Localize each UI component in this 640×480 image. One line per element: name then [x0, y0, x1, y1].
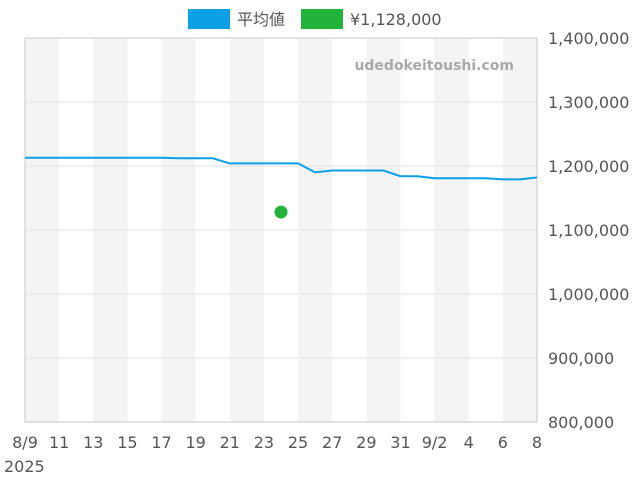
x-tick-label: 23 [254, 433, 274, 452]
y-tick-label: 1,200,000 [548, 157, 629, 176]
x-tick-label: 4 [464, 433, 474, 452]
x-tick-label: 21 [220, 433, 240, 452]
y-tick-label: 1,300,000 [548, 93, 629, 112]
y-tick-label: 1,400,000 [548, 29, 629, 48]
x-tick-label: 27 [322, 433, 342, 452]
x-tick-label: 9/2 [422, 433, 448, 452]
x-tick-label: 29 [356, 433, 376, 452]
y-tick-label: 800,000 [548, 413, 614, 432]
x-axis-year-label: 2025 [4, 457, 45, 476]
y-tick-label: 1,100,000 [548, 221, 629, 240]
x-tick-label: 8 [532, 433, 542, 452]
legend-swatch-average[interactable] [188, 9, 230, 29]
x-tick-label: 31 [390, 433, 410, 452]
x-tick-label: 19 [185, 433, 205, 452]
legend-swatch-price[interactable] [301, 9, 343, 29]
series-line-average [25, 156, 538, 181]
x-tick-label: 13 [83, 433, 103, 452]
y-tick-label: 1,000,000 [548, 285, 629, 304]
y-tick-label: 900,000 [548, 349, 614, 368]
x-tick-label: 6 [498, 433, 508, 452]
legend-label-price[interactable]: ¥1,128,000 [350, 10, 442, 29]
x-axis-tick-labels: 8/9 11 13 15 17 19 21 23 25 27 29 31 9/2 4 6 8 [12, 433, 542, 452]
legend-label-average[interactable]: 平均値 [237, 10, 285, 29]
x-tick-label: 11 [49, 433, 69, 452]
watermark-text: udedokeitoushi.com [354, 58, 514, 74]
x-tick-label: 25 [288, 433, 308, 452]
x-tick-label: 17 [151, 433, 171, 452]
x-tick-label: 15 [117, 433, 137, 452]
plot-frame [24, 37, 538, 423]
legend[interactable]: 平均値 ¥1,128,000 [188, 9, 442, 29]
series-layer [25, 156, 538, 219]
scatter-point [274, 205, 288, 219]
x-tick-label: 8/9 [12, 433, 38, 452]
y-axis-tick-labels: 1,400,000 1,300,000 1,200,000 1,100,000 1,00… [548, 29, 629, 432]
